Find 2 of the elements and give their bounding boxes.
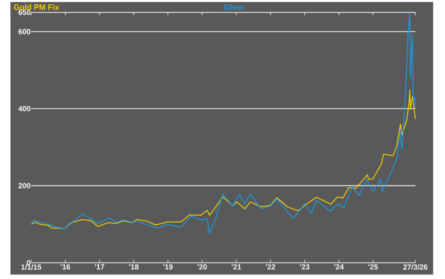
line-series [30,14,416,234]
line-series [30,90,416,230]
